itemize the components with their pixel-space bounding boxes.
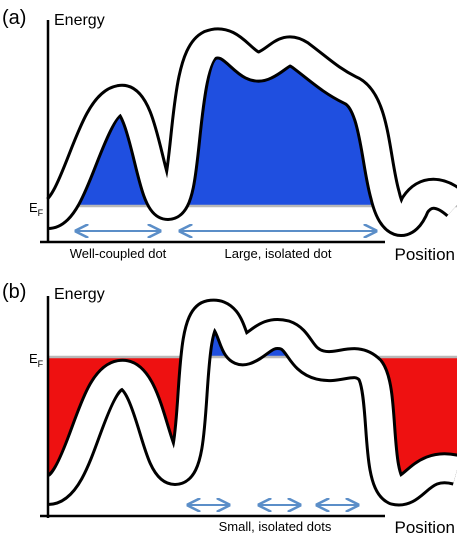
occupied-fill xyxy=(48,43,457,206)
fermi-symbol: E xyxy=(29,351,38,366)
panel-label: (a) xyxy=(2,7,26,29)
x-axis-label: Position xyxy=(395,245,455,264)
fermi-subscript: F xyxy=(38,208,44,218)
fermi-label: EF xyxy=(29,200,44,218)
panel-a: (a) Energy EF Well-coupled dot Large, is… xyxy=(2,7,457,264)
fermi-symbol: E xyxy=(29,200,38,215)
fermi-subscript: F xyxy=(38,359,44,369)
panel-label: (b) xyxy=(2,281,26,303)
panel-b: (b) Energy EF Small, isolated dots Posit… xyxy=(0,270,457,537)
annotation: Small, isolated dots xyxy=(219,519,332,534)
x-axis-label: Position xyxy=(395,518,455,537)
y-axis-label: Energy xyxy=(54,286,105,303)
fermi-label: EF xyxy=(29,351,44,369)
annotation: Large, isolated dot xyxy=(225,246,332,261)
annotation: Well-coupled dot xyxy=(70,246,167,261)
band xyxy=(44,301,457,504)
band xyxy=(44,30,457,234)
y-axis-label: Energy xyxy=(54,12,105,29)
